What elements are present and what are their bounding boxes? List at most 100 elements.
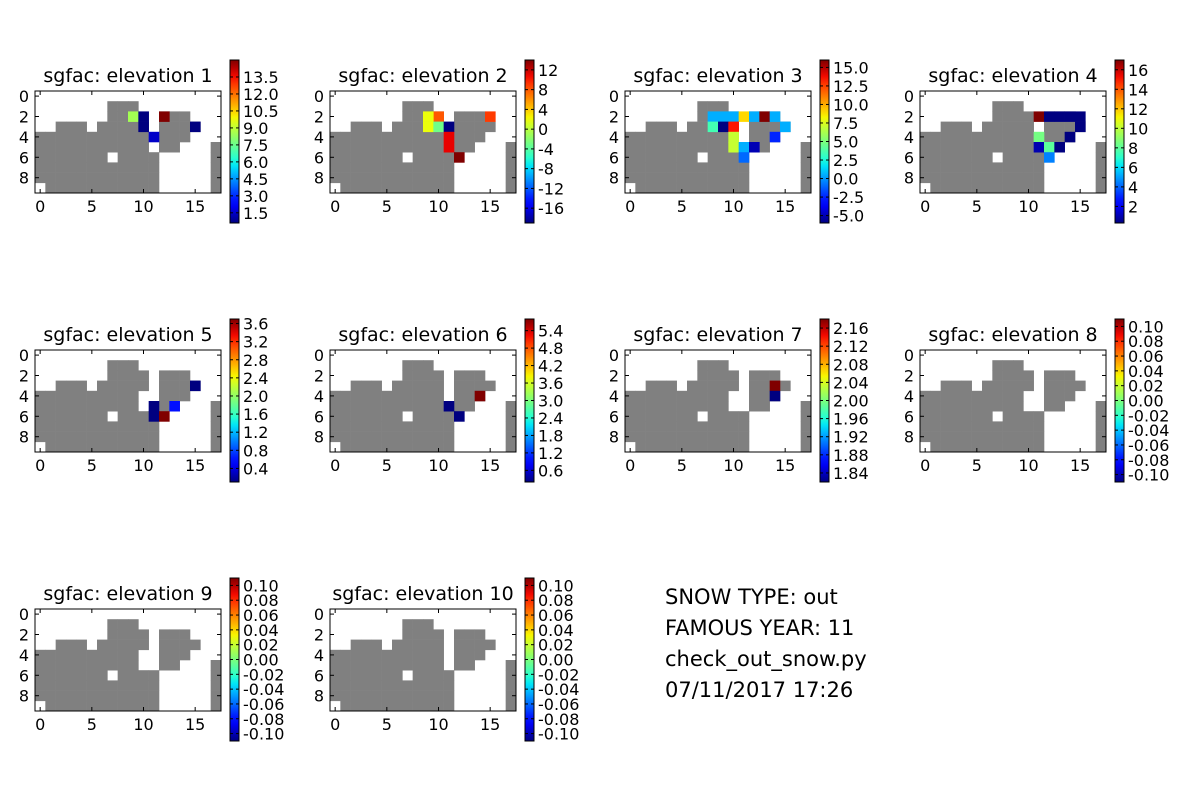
land-cell	[128, 401, 139, 412]
colorbar-tick-label: -0.04	[243, 680, 284, 699]
value-cell	[728, 131, 739, 143]
land-cell	[117, 629, 129, 640]
land-cell	[117, 431, 129, 443]
land-cell	[392, 670, 403, 681]
land-cell	[381, 690, 393, 702]
land-cell	[97, 670, 108, 681]
land-cell	[992, 421, 1003, 432]
land-cell	[1023, 182, 1034, 194]
x-tick-label: 10	[723, 197, 743, 216]
land-cell	[97, 152, 108, 163]
land-cell	[1054, 121, 1065, 133]
land-cell	[687, 390, 698, 402]
land-cell	[656, 411, 667, 422]
land-cell	[159, 380, 170, 392]
land-cell	[330, 690, 341, 702]
land-cell	[1023, 142, 1034, 153]
land-cell	[117, 101, 129, 112]
land-cell	[210, 172, 222, 184]
y-tick-label: 2	[19, 108, 29, 127]
land-cell	[666, 421, 677, 432]
land-cell	[759, 380, 770, 392]
land-cell	[371, 152, 382, 163]
land-cell	[738, 441, 750, 453]
land-cell	[474, 629, 486, 640]
value-cell	[769, 380, 781, 392]
land-cell	[340, 660, 351, 671]
land-cell	[138, 670, 149, 681]
land-cell	[920, 411, 931, 422]
land-cell	[381, 660, 393, 671]
colorbar-tick-label: 8	[1128, 139, 1138, 158]
x-tick-label: 5	[87, 197, 97, 216]
land-cell	[169, 111, 180, 122]
y-tick-label: 8	[609, 428, 619, 447]
snow-type-label: SNOW TYPE: out	[665, 585, 838, 609]
land-cell	[718, 370, 729, 381]
land-cell	[1064, 370, 1076, 381]
land-cell	[148, 421, 160, 432]
land-cell	[656, 390, 667, 402]
land-cell	[443, 182, 455, 194]
land-cell	[920, 142, 931, 153]
panel-5: sgfac: elevation 5 0 5 10 15 0 246 8 0.40.81.21.…	[19, 315, 268, 483]
colorbar-tick-label: 4.2	[538, 357, 563, 376]
land-cell	[1023, 380, 1034, 392]
land-cell	[687, 401, 698, 412]
land-cell	[505, 142, 517, 153]
land-cell	[107, 690, 118, 702]
land-cell	[1013, 401, 1024, 412]
value-cell	[749, 111, 760, 122]
land-cell	[718, 380, 729, 392]
x-tick-label: 15	[1070, 197, 1090, 216]
land-cell	[676, 142, 688, 153]
land-cell	[1095, 431, 1107, 443]
land-cell	[55, 152, 67, 163]
land-cell	[117, 182, 129, 194]
land-cell	[920, 162, 931, 173]
land-cell	[1095, 152, 1107, 163]
land-cell	[107, 441, 118, 453]
land-cell	[1033, 431, 1045, 443]
land-cell	[1095, 142, 1107, 153]
land-cell	[107, 172, 118, 184]
land-cell	[443, 421, 455, 432]
land-cell	[971, 411, 983, 422]
x-tick-label: 10	[723, 456, 743, 475]
land-cell	[1013, 131, 1024, 143]
land-cell	[749, 370, 760, 381]
land-cell	[381, 401, 393, 412]
land-cell	[381, 680, 393, 691]
land-cell	[86, 431, 98, 443]
land-cell	[86, 131, 98, 143]
land-cell	[45, 142, 56, 153]
land-cell	[392, 421, 403, 432]
land-cell	[107, 639, 118, 651]
colorbar	[229, 59, 240, 224]
land-cell	[55, 700, 67, 712]
land-cell	[350, 441, 362, 453]
colorbar-tick-label: 2.12	[833, 337, 869, 356]
land-cell	[707, 152, 719, 163]
land-cell	[66, 162, 77, 173]
land-cell	[412, 152, 424, 163]
land-cell	[1023, 131, 1034, 143]
colorbar-tick-label: -5.0	[833, 207, 864, 226]
land-cell	[412, 670, 424, 681]
colorbar-tick-label: 5.4	[538, 322, 563, 341]
colorbar-tick-label: -2.5	[833, 188, 864, 207]
land-cell	[687, 152, 698, 163]
land-cell	[107, 629, 118, 640]
land-cell	[645, 390, 657, 402]
land-cell	[392, 649, 403, 661]
x-tick-label: 15	[480, 715, 500, 734]
land-cell	[800, 431, 812, 443]
axes-frame	[919, 349, 1107, 453]
colorbar-tick-label: 0.02	[538, 636, 574, 655]
y-tick-label: 8	[314, 169, 324, 188]
land-cell	[718, 441, 729, 453]
land-cell	[707, 441, 719, 453]
land-cell	[1002, 162, 1014, 173]
land-cell	[718, 360, 729, 371]
value-cell	[749, 142, 760, 153]
